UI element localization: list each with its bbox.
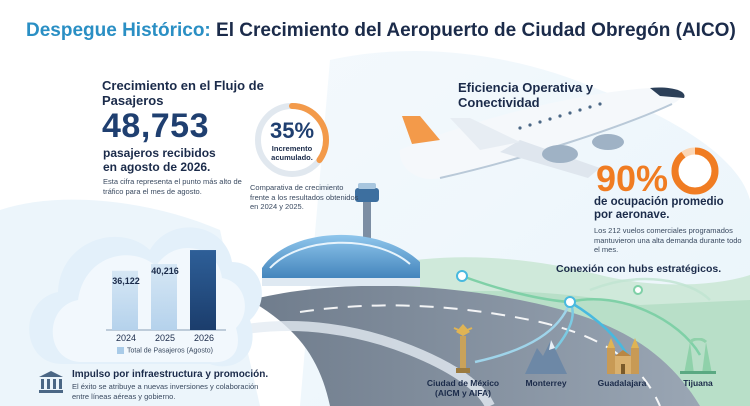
bar-2026 bbox=[190, 250, 216, 330]
page-title: Despegue Histórico: El Crecimiento del A… bbox=[26, 20, 736, 42]
hubs-heading: Conexión con hubs estratégicos. bbox=[556, 263, 722, 275]
infrastructure-text: El éxito se atribuye a nuevas inversione… bbox=[72, 382, 259, 401]
passengers-note: Esta cifra representa el punto más alto … bbox=[103, 177, 242, 196]
legend-label: Total de Pasajeros (Agosto) bbox=[127, 347, 213, 355]
passengers-number: 48,753 bbox=[102, 107, 209, 145]
arch-icon bbox=[680, 338, 716, 374]
cathedral-icon bbox=[607, 338, 639, 374]
title-rest: El Crecimiento del Aeropuerto de Ciudad … bbox=[210, 20, 736, 41]
efficiency-heading: Eficiencia Operativa y Conectividad bbox=[458, 80, 594, 110]
growth-label: Incremento acumulado. bbox=[271, 144, 313, 162]
growth-ring bbox=[255, 103, 329, 177]
passenger-bar-chart bbox=[106, 250, 226, 331]
infrastructure-heading: Impulso por infraestructura y promoción. bbox=[72, 369, 269, 380]
occupancy-percent: 90% bbox=[596, 158, 669, 199]
bar-value-2024: 36,122 bbox=[112, 276, 140, 286]
hub-label-cdmx: Ciudad de México (AICM y AIFA) bbox=[426, 378, 500, 398]
legend-swatch bbox=[117, 347, 124, 354]
bar-year-2024: 2024 bbox=[115, 333, 137, 343]
hub-label-tijuana: Tijuana bbox=[683, 378, 713, 388]
bar-year-2025: 2025 bbox=[154, 333, 176, 343]
bar-2024 bbox=[112, 270, 138, 330]
angel-monument-icon bbox=[453, 324, 473, 373]
chart-legend: Total de Pasajeros (Agosto) bbox=[117, 347, 213, 354]
bar-2025 bbox=[151, 264, 177, 330]
growth-percent: 35% bbox=[269, 118, 315, 143]
bar-value-2025: 40,216 bbox=[151, 266, 179, 276]
mountain-icon bbox=[525, 340, 567, 374]
title-accent: Despegue Histórico: bbox=[26, 20, 211, 41]
passengers-heading: Crecimiento en el Flujo de Pasajeros bbox=[102, 78, 264, 108]
passengers-subtitle: pasajeros recibidos en agosto de 2026. bbox=[103, 146, 216, 174]
growth-note: Comparativa de crecimiento frente a los … bbox=[250, 183, 359, 211]
bar-year-2026: 2026 bbox=[193, 333, 215, 343]
hub-label-guadalajara: Guadalajara bbox=[597, 378, 647, 388]
bank-icon bbox=[39, 371, 63, 393]
hub-label-monterrey: Monterrey bbox=[525, 378, 567, 388]
occupancy-subtitle: de ocupación promedio por aeronave. bbox=[594, 196, 724, 221]
airplane-illustration bbox=[399, 87, 685, 179]
occupancy-ring bbox=[671, 147, 719, 195]
occupancy-note: Los 212 vuelos comerciales programados m… bbox=[594, 226, 742, 254]
